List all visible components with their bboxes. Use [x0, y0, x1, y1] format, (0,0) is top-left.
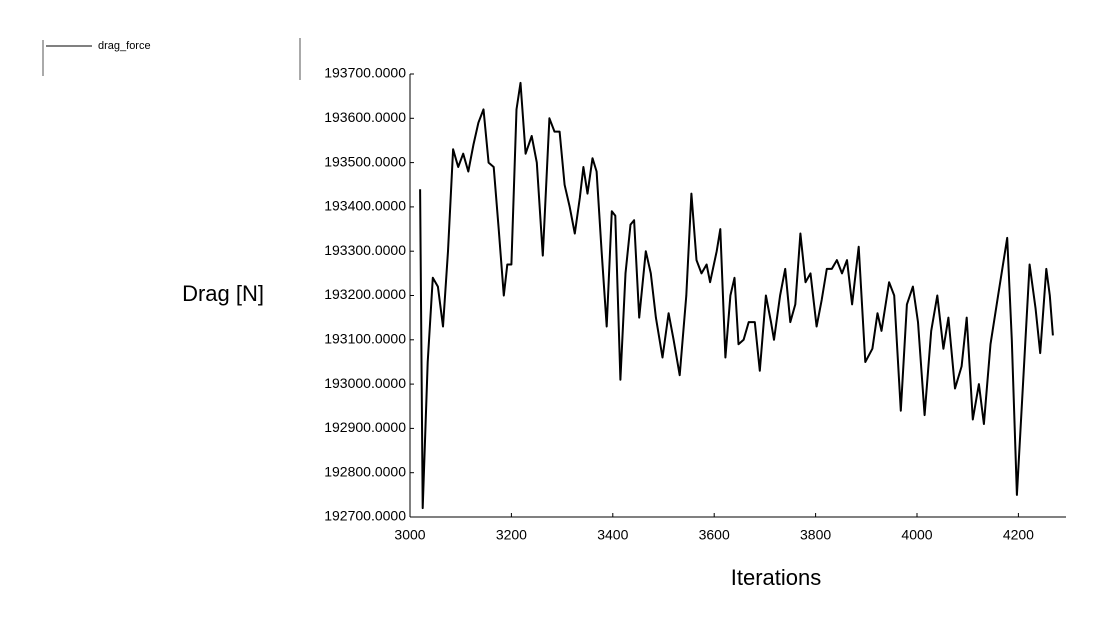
x-tick-label: 3600 [699, 527, 730, 543]
y-tick-label: 193500.0000 [324, 153, 406, 169]
y-tick-label: 193600.0000 [324, 109, 406, 125]
x-tick-label: 4000 [901, 527, 932, 543]
x-tick-label: 3400 [597, 527, 628, 543]
legend-label: drag_force [98, 40, 151, 52]
x-tick-label: 3800 [800, 527, 831, 543]
y-tick-label: 192700.0000 [324, 508, 406, 524]
y-tick-label: 192900.0000 [324, 419, 406, 435]
y-axis-title: Drag [N] [182, 281, 264, 306]
y-tick-label: 192800.0000 [324, 463, 406, 479]
y-tick-label: 193000.0000 [324, 375, 406, 391]
x-tick-label: 3000 [394, 527, 425, 543]
x-tick-label: 4200 [1003, 527, 1034, 543]
y-tick-label: 193200.0000 [324, 286, 406, 302]
y-tick-label: 193700.0000 [324, 65, 406, 81]
x-tick-label: 3200 [496, 527, 527, 543]
y-tick-label: 193400.0000 [324, 198, 406, 214]
y-tick-label: 193300.0000 [324, 242, 406, 258]
data-line [419, 81, 1054, 510]
y-tick-label: 193100.0000 [324, 331, 406, 347]
x-axis-title: Iterations [731, 565, 822, 590]
